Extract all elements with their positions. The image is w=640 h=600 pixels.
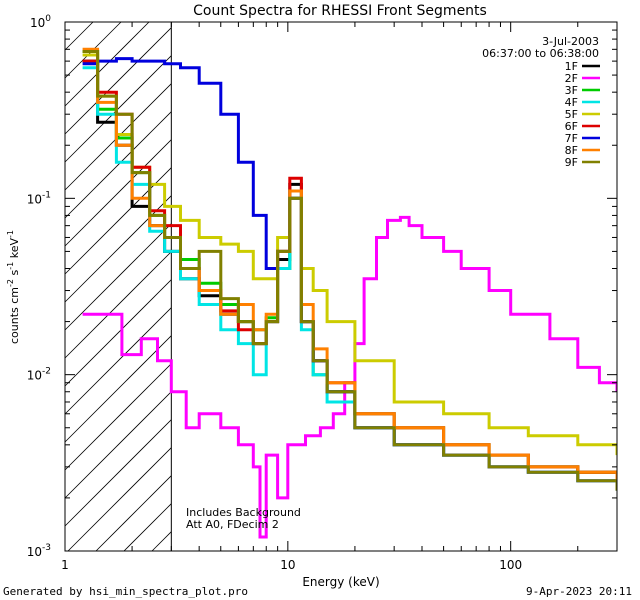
series-line-1F xyxy=(82,59,617,481)
hatch-line xyxy=(64,139,172,247)
hatch-line xyxy=(151,531,172,552)
legend-label-9F: 9F xyxy=(565,156,578,169)
series-lines xyxy=(82,47,617,539)
series-line-5F xyxy=(82,53,617,456)
y-axis-label: counts cm-2 s-1 keV-1 xyxy=(6,230,21,344)
y-tick-label: 100 xyxy=(30,14,51,30)
hatch-line xyxy=(64,363,172,471)
x-tick-label: 10 xyxy=(280,558,295,572)
time-range-label: 06:37:00 to 06:38:00 xyxy=(482,47,599,60)
hatch-line xyxy=(64,279,172,387)
hatch-line xyxy=(64,21,94,51)
plot-frame xyxy=(64,21,618,552)
x-tick-labels: 1 10 100 xyxy=(61,558,522,572)
legend-label-1F: 1F xyxy=(565,60,578,73)
series-line-8F xyxy=(82,47,617,481)
legend-label-3F: 3F xyxy=(565,84,578,97)
hatch-line xyxy=(64,335,172,443)
series-line-4F xyxy=(82,66,617,491)
legend-label-4F: 4F xyxy=(565,96,578,109)
y-tick-labels: 100 10-1 10-2 10-3 xyxy=(27,14,52,559)
hatch-line xyxy=(64,391,172,499)
hatched-region xyxy=(64,21,172,552)
hatch-line xyxy=(64,419,172,527)
hatch-line xyxy=(64,223,172,331)
annotation-background: Includes Background xyxy=(186,506,301,519)
y-tick-label: 10-3 xyxy=(27,543,51,559)
hatch-line xyxy=(123,503,172,552)
series-line-2F xyxy=(82,215,617,539)
axis-ticks xyxy=(64,21,618,552)
y-tick-label: 10-1 xyxy=(27,190,51,206)
series-line-7F xyxy=(82,57,617,491)
hatch-line xyxy=(95,475,172,552)
timestamp-text: 9-Apr-2023 20:11 xyxy=(526,585,632,598)
hatch-line xyxy=(67,447,172,552)
hatch-line xyxy=(64,27,172,135)
legend-label-2F: 2F xyxy=(565,72,578,85)
x-axis-label: Energy (keV) xyxy=(302,575,379,589)
hatch-line xyxy=(64,21,150,107)
hatch-line xyxy=(64,307,172,415)
hatch-line xyxy=(64,55,172,163)
hatch-line xyxy=(64,195,172,303)
annotation-attenuator: Att A0, FDecim 2 xyxy=(186,518,279,531)
chart-title: Count Spectra for RHESSI Front Segments xyxy=(193,3,487,19)
legend-label-7F: 7F xyxy=(565,132,578,145)
series-line-6F xyxy=(82,59,617,481)
legend-label-6F: 6F xyxy=(565,120,578,133)
generated-by-text: Generated by hsi_min_spectra_plot.pro xyxy=(3,585,249,598)
legend-label-5F: 5F xyxy=(565,108,578,121)
series-line-3F xyxy=(82,50,617,481)
series-line-9F xyxy=(82,50,617,491)
x-tick-label: 100 xyxy=(499,558,522,572)
x-tick-label: 1 xyxy=(61,558,69,572)
legend-label-8F: 8F xyxy=(565,144,578,157)
date-label: 3-Jul-2003 xyxy=(542,35,599,48)
y-tick-label: 10-2 xyxy=(27,367,51,383)
hatch-line xyxy=(64,111,172,219)
hatch-line xyxy=(64,251,172,359)
